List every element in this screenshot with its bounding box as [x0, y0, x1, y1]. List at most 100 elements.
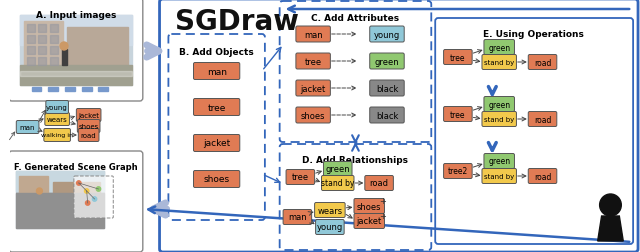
- FancyBboxPatch shape: [484, 97, 515, 112]
- FancyBboxPatch shape: [193, 99, 240, 116]
- Text: road: road: [534, 58, 551, 67]
- Circle shape: [60, 43, 68, 51]
- Text: green: green: [488, 43, 510, 52]
- FancyBboxPatch shape: [193, 63, 240, 80]
- Bar: [24, 22, 63, 72]
- Circle shape: [36, 188, 42, 194]
- FancyBboxPatch shape: [444, 164, 472, 179]
- Text: green: green: [488, 100, 510, 109]
- Bar: [38, 58, 46, 66]
- Text: jacket: jacket: [356, 217, 382, 226]
- FancyBboxPatch shape: [482, 55, 516, 70]
- Circle shape: [92, 197, 97, 201]
- Text: shoes: shoes: [79, 123, 99, 130]
- Bar: [51, 58, 58, 66]
- Bar: [51, 25, 58, 33]
- Text: man: man: [207, 67, 227, 76]
- Text: man: man: [304, 30, 323, 39]
- Text: road: road: [369, 179, 388, 188]
- Polygon shape: [598, 216, 623, 241]
- Text: tree: tree: [450, 53, 466, 62]
- Text: tree: tree: [450, 110, 466, 119]
- FancyBboxPatch shape: [44, 129, 70, 142]
- Text: SGDraw: SGDraw: [175, 8, 299, 36]
- FancyBboxPatch shape: [444, 107, 472, 122]
- Circle shape: [97, 187, 100, 192]
- Text: green: green: [325, 165, 350, 174]
- Text: C. Add Attributes: C. Add Attributes: [312, 14, 399, 23]
- Bar: [67, 28, 128, 72]
- Text: shoes: shoes: [204, 175, 230, 184]
- Text: black: black: [376, 84, 398, 93]
- Bar: [20, 66, 132, 86]
- FancyBboxPatch shape: [370, 27, 404, 43]
- Text: +: +: [380, 196, 387, 205]
- Bar: [48, 88, 58, 92]
- Text: stand by: stand by: [484, 173, 515, 179]
- Bar: [27, 58, 35, 66]
- FancyBboxPatch shape: [193, 135, 240, 152]
- Text: young: young: [46, 105, 68, 111]
- FancyBboxPatch shape: [296, 54, 330, 70]
- FancyBboxPatch shape: [528, 112, 557, 127]
- Text: green: green: [488, 157, 510, 166]
- Text: jacket: jacket: [301, 84, 326, 93]
- FancyBboxPatch shape: [316, 220, 344, 235]
- FancyBboxPatch shape: [370, 81, 404, 97]
- Text: B. Add Objects: B. Add Objects: [179, 48, 254, 57]
- Bar: [20, 16, 132, 86]
- Circle shape: [600, 194, 621, 216]
- Text: man: man: [288, 213, 307, 222]
- Text: jacket: jacket: [78, 113, 99, 118]
- Bar: [38, 25, 46, 33]
- FancyBboxPatch shape: [323, 162, 352, 177]
- Bar: [38, 36, 46, 44]
- Text: black: black: [376, 111, 398, 120]
- FancyBboxPatch shape: [283, 210, 312, 225]
- FancyBboxPatch shape: [354, 214, 385, 229]
- Bar: [53, 182, 100, 214]
- Circle shape: [77, 181, 81, 185]
- FancyBboxPatch shape: [321, 176, 354, 191]
- Bar: [99, 88, 108, 92]
- Text: green: green: [374, 57, 399, 66]
- Text: +: +: [380, 211, 387, 220]
- Bar: [27, 36, 35, 44]
- Bar: [65, 88, 75, 92]
- Bar: [38, 47, 46, 55]
- Text: D. Add Relationships: D. Add Relationships: [303, 155, 408, 164]
- FancyBboxPatch shape: [444, 50, 472, 65]
- Text: road: road: [534, 115, 551, 124]
- FancyBboxPatch shape: [77, 120, 100, 133]
- FancyBboxPatch shape: [45, 113, 70, 126]
- Bar: [19, 176, 48, 214]
- Text: stand by: stand by: [484, 116, 515, 122]
- Circle shape: [84, 189, 89, 194]
- Text: walking in: walking in: [41, 133, 73, 138]
- Bar: [51, 47, 58, 55]
- Text: road: road: [81, 133, 97, 138]
- FancyBboxPatch shape: [484, 40, 515, 55]
- Bar: [62, 50, 67, 66]
- FancyBboxPatch shape: [46, 101, 68, 114]
- FancyBboxPatch shape: [296, 27, 330, 43]
- Text: tree: tree: [207, 103, 226, 112]
- Bar: [16, 171, 104, 191]
- Text: tree2: tree2: [448, 167, 468, 176]
- FancyBboxPatch shape: [482, 112, 516, 127]
- Text: shoes: shoes: [357, 202, 381, 211]
- Text: wears: wears: [317, 206, 342, 215]
- Text: F. Generated Scene Graph: F. Generated Scene Graph: [14, 162, 138, 171]
- Text: tree: tree: [305, 57, 322, 66]
- Text: E. Using Operations: E. Using Operations: [483, 30, 584, 39]
- FancyBboxPatch shape: [484, 154, 515, 169]
- Bar: [82, 88, 92, 92]
- Text: shoes: shoes: [301, 111, 325, 120]
- Bar: [27, 47, 35, 55]
- FancyBboxPatch shape: [78, 129, 99, 142]
- Text: man: man: [20, 124, 35, 131]
- Text: road: road: [534, 172, 551, 181]
- Text: stand by: stand by: [484, 60, 515, 66]
- FancyBboxPatch shape: [74, 176, 113, 218]
- FancyBboxPatch shape: [528, 169, 557, 184]
